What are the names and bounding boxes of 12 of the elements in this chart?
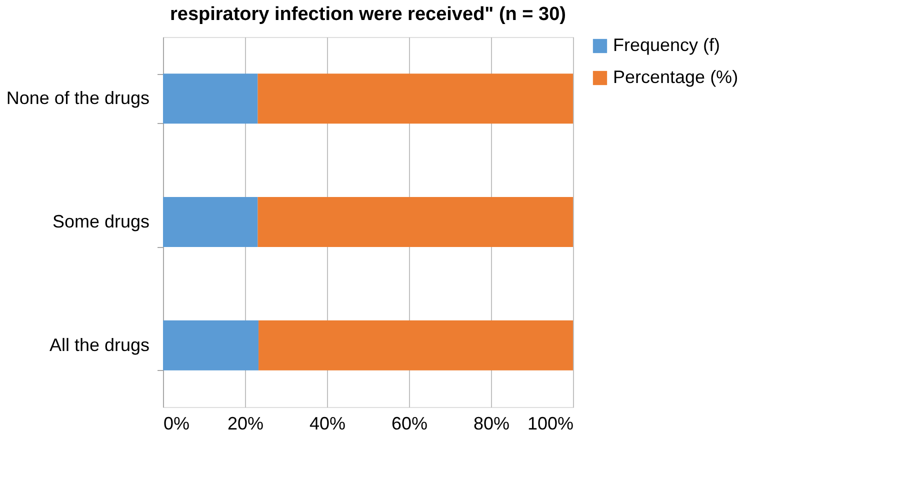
- x-tick-label: 40%: [309, 414, 346, 434]
- x-tick-label: 60%: [391, 414, 428, 434]
- legend-label: Percentage (%): [613, 67, 738, 87]
- x-tick-label: 0%: [164, 414, 190, 434]
- y-tick-label: All the drugs: [49, 334, 150, 355]
- y-tick-label: None of the drugs: [6, 88, 150, 108]
- x-tick-label: 20%: [227, 414, 264, 434]
- y-tick-label: Some drugs: [52, 212, 150, 232]
- legend-label: Frequency (f): [613, 35, 720, 55]
- x-tick-label: 80%: [473, 414, 510, 434]
- x-tick-label: 100%: [527, 414, 574, 434]
- chart-title: respiratory infection were received" (n = 30): [170, 4, 566, 25]
